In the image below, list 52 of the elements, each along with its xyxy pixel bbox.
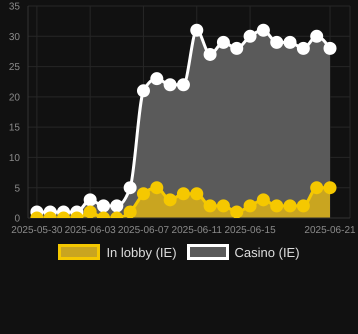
point	[190, 24, 204, 37]
y-tick-label: 0	[14, 214, 20, 225]
point	[204, 199, 217, 212]
point	[164, 193, 177, 206]
point	[124, 181, 137, 194]
point	[284, 36, 297, 49]
y-tick-label: 5	[14, 183, 20, 194]
point	[150, 181, 164, 194]
point	[136, 84, 150, 98]
y-tick-label: 35	[8, 2, 20, 13]
point	[97, 199, 110, 212]
y-tick-label: 25	[8, 62, 20, 74]
y-tick-label: 30	[8, 32, 20, 43]
point	[230, 205, 244, 218]
point	[110, 199, 124, 212]
point	[136, 187, 150, 200]
point	[284, 199, 297, 212]
x-tick-label: 2025-06-21	[304, 225, 356, 236]
point	[216, 199, 230, 212]
x-tick-label: 2025-06-11	[172, 225, 222, 236]
point	[190, 187, 204, 200]
point	[150, 72, 164, 86]
legend-label: In lobby (IE)	[106, 244, 177, 260]
y-tick-label: 15	[8, 122, 20, 134]
point	[244, 199, 257, 212]
point	[84, 193, 97, 206]
x-tick-label: 2025-06-15	[224, 225, 276, 236]
x-tick-label: 2025-05-30	[11, 225, 63, 236]
point	[124, 205, 137, 218]
point	[324, 42, 337, 55]
point	[204, 48, 217, 61]
point	[230, 42, 244, 55]
point	[176, 78, 190, 92]
point	[270, 199, 284, 212]
point	[324, 181, 337, 194]
point	[256, 193, 270, 206]
point	[216, 36, 230, 49]
point	[256, 24, 270, 37]
point	[310, 181, 324, 194]
point	[176, 187, 190, 200]
point	[270, 36, 284, 49]
legend-label: Casino (IE)	[234, 244, 300, 260]
point	[310, 30, 324, 43]
x-tick-label: 2025-06-03	[64, 225, 116, 236]
point	[244, 30, 257, 43]
point	[84, 205, 97, 218]
point	[164, 78, 177, 92]
y-tick-label: 10	[8, 152, 20, 164]
point	[296, 42, 310, 55]
y-tick-label: 20	[8, 92, 20, 104]
x-tick-label: 2025-06-07	[118, 225, 170, 236]
point	[296, 199, 310, 212]
